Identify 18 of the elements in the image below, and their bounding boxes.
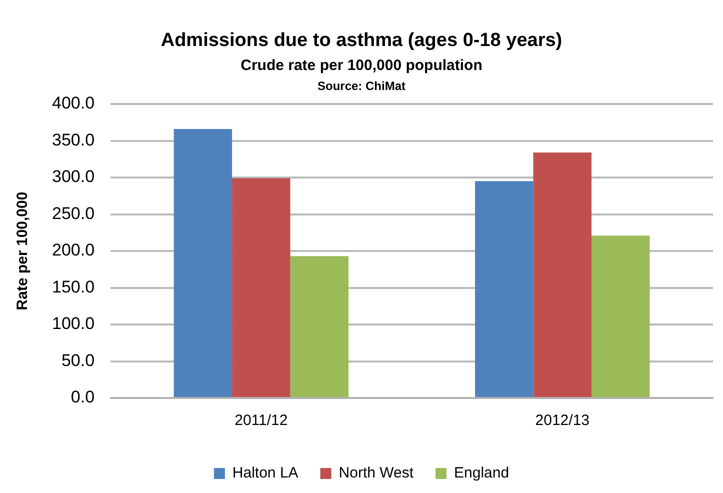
y-tick-label: 50.0 bbox=[61, 350, 95, 370]
chart-title: Admissions due to asthma (ages 0-18 years) bbox=[160, 30, 564, 52]
y-tick-label: 200.0 bbox=[52, 240, 95, 260]
source-note: Source: ChiMat bbox=[316, 79, 406, 93]
y-tick-label: 250.0 bbox=[52, 204, 95, 223]
y-tick-label: 150.0 bbox=[52, 277, 95, 296]
x-tick-label: 2012/13 bbox=[535, 412, 590, 430]
chart-subtitle: Crude rate per 100,000 population bbox=[240, 57, 484, 74]
y-tick-label: 300.0 bbox=[52, 167, 95, 186]
legend-label: North West bbox=[338, 464, 414, 482]
legend-label: England bbox=[454, 464, 510, 482]
legend-label: Halton LA bbox=[232, 464, 298, 482]
y-tick-label: 400.0 bbox=[52, 94, 95, 113]
y-axis-title: Rate per 100,000 bbox=[14, 192, 32, 310]
y-tick-label: 0.0 bbox=[70, 388, 95, 407]
y-tick-label: 100.0 bbox=[52, 314, 95, 334]
x-tick-label: 2011/12 bbox=[234, 412, 288, 430]
y-tick-label: 350.0 bbox=[52, 130, 95, 150]
